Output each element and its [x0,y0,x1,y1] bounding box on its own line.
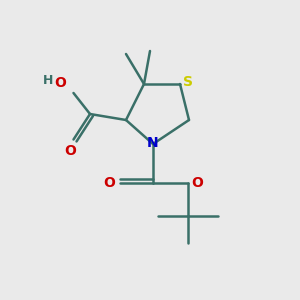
Text: O: O [54,76,66,90]
Text: S: S [182,75,193,88]
Text: O: O [64,144,76,158]
Text: N: N [147,136,159,150]
Text: H: H [43,74,53,87]
Text: O: O [103,176,116,190]
Text: O: O [191,176,203,190]
